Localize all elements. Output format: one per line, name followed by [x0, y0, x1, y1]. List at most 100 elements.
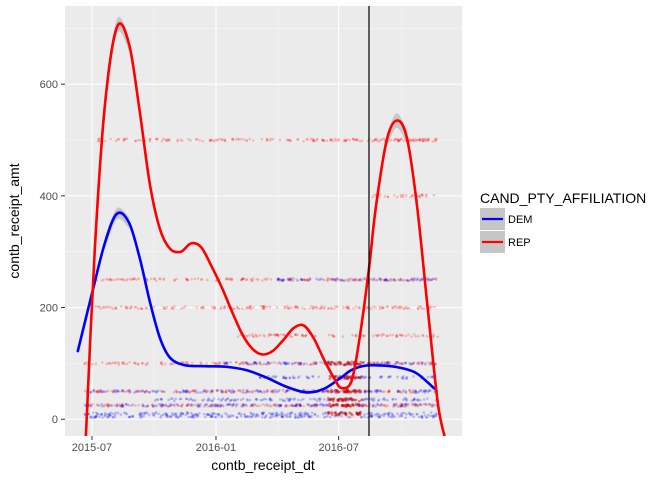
data-point — [260, 391, 264, 394]
data-point — [406, 402, 410, 406]
data-point — [412, 399, 416, 402]
data-point — [306, 403, 309, 406]
data-point — [95, 403, 99, 407]
data-point — [400, 195, 403, 198]
data-point — [387, 390, 391, 394]
data-point — [417, 361, 421, 364]
data-point — [423, 402, 426, 406]
data-point — [133, 306, 137, 309]
data-point — [412, 403, 416, 407]
data-point — [308, 277, 312, 281]
data-point — [219, 403, 223, 407]
data-point — [385, 278, 388, 282]
data-point — [246, 415, 250, 419]
data-point — [162, 404, 165, 408]
data-point — [245, 388, 249, 392]
data-point — [279, 362, 283, 366]
data-point — [400, 403, 404, 406]
data-point — [311, 139, 315, 143]
data-point — [342, 139, 346, 143]
data-point — [299, 404, 302, 408]
data-point — [298, 403, 302, 407]
data-point — [346, 279, 349, 283]
data-point — [284, 376, 288, 380]
data-point — [328, 377, 332, 381]
data-point — [329, 390, 332, 394]
data-point — [249, 305, 252, 308]
data-point — [344, 306, 348, 309]
data-point — [429, 411, 433, 414]
data-point — [195, 306, 199, 309]
data-point — [132, 277, 136, 280]
data-point — [360, 415, 364, 419]
data-point — [315, 305, 318, 309]
data-point — [317, 375, 320, 379]
data-point — [245, 390, 249, 393]
data-point — [288, 398, 291, 401]
data-point — [358, 389, 362, 392]
data-point — [179, 414, 183, 418]
data-point — [225, 397, 229, 401]
data-point — [400, 333, 404, 337]
data-point — [345, 361, 349, 364]
data-point — [223, 139, 227, 142]
data-point — [409, 362, 413, 366]
data-point — [152, 414, 156, 417]
data-point — [334, 305, 338, 308]
data-point — [386, 362, 389, 366]
data-point — [292, 404, 295, 408]
data-point — [295, 402, 299, 406]
data-point — [229, 403, 233, 407]
data-point — [263, 390, 267, 394]
data-point — [212, 397, 216, 400]
data-point — [214, 404, 217, 407]
data-point — [224, 390, 227, 394]
data-point — [173, 399, 176, 403]
data-point — [113, 404, 116, 407]
data-point — [286, 415, 289, 418]
data-point — [134, 305, 138, 309]
data-point — [348, 398, 352, 401]
data-point — [381, 360, 384, 364]
data-point — [226, 402, 230, 406]
data-point — [276, 362, 279, 365]
data-point — [325, 404, 328, 407]
data-point — [369, 403, 372, 406]
data-point — [282, 399, 285, 403]
data-point — [245, 278, 249, 282]
data-point — [271, 137, 275, 141]
data-point — [321, 138, 325, 142]
data-point — [430, 278, 433, 282]
data-point — [347, 362, 351, 366]
data-point — [364, 403, 367, 407]
data-point — [415, 391, 418, 394]
data-point — [317, 397, 321, 400]
data-point — [277, 361, 281, 364]
data-point — [241, 361, 244, 365]
data-point — [329, 388, 333, 392]
data-point — [259, 305, 263, 308]
data-point — [407, 306, 411, 310]
data-point — [371, 278, 374, 282]
data-point — [181, 390, 185, 394]
data-point — [322, 398, 326, 401]
data-point — [196, 402, 200, 406]
data-point — [249, 362, 253, 366]
data-point — [268, 305, 272, 309]
data-point — [317, 307, 321, 310]
data-point — [241, 388, 245, 392]
data-point — [221, 404, 225, 408]
data-point — [374, 137, 377, 141]
data-point — [375, 361, 378, 365]
data-point — [182, 306, 185, 310]
data-point — [128, 390, 132, 394]
data-point — [405, 306, 408, 309]
data-point — [378, 139, 381, 143]
data-point — [242, 405, 245, 408]
data-point — [257, 389, 261, 393]
data-point — [248, 306, 252, 309]
data-point — [375, 390, 378, 394]
data-point — [298, 375, 301, 378]
data-point — [418, 403, 422, 406]
data-point — [393, 194, 396, 197]
